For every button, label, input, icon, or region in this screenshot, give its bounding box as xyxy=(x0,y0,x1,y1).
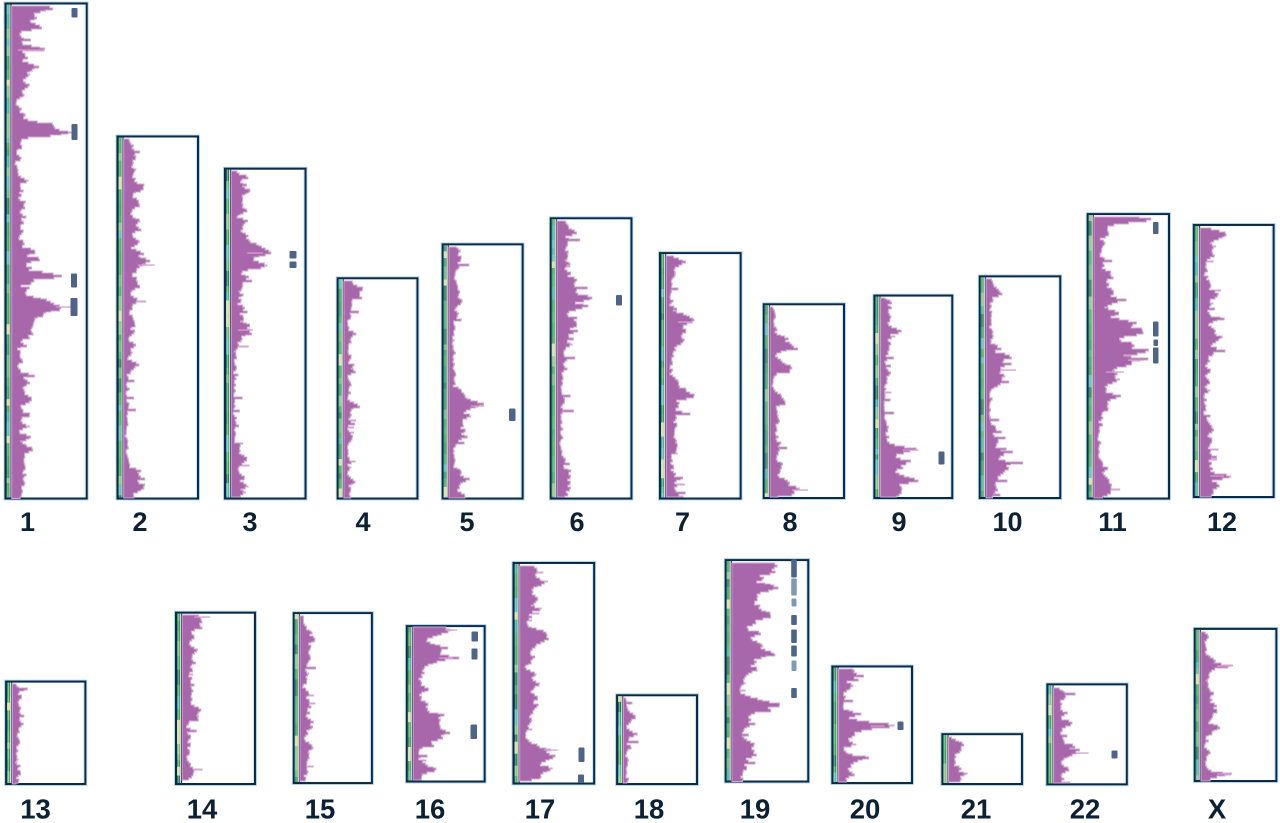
svg-text:6: 6 xyxy=(569,507,584,537)
svg-text:9: 9 xyxy=(891,507,906,537)
svg-text:14: 14 xyxy=(187,794,218,823)
svg-text:4: 4 xyxy=(355,507,370,537)
svg-text:3: 3 xyxy=(242,507,257,537)
svg-text:20: 20 xyxy=(850,794,881,823)
svg-text:15: 15 xyxy=(305,794,336,823)
svg-text:1: 1 xyxy=(20,507,35,537)
svg-text:12: 12 xyxy=(1207,507,1237,537)
svg-text:18: 18 xyxy=(634,794,665,823)
svg-text:X: X xyxy=(1208,794,1227,823)
svg-text:5: 5 xyxy=(459,507,474,537)
svg-text:21: 21 xyxy=(961,794,992,823)
svg-text:11: 11 xyxy=(1098,507,1127,537)
svg-text:17: 17 xyxy=(525,794,556,823)
svg-text:19: 19 xyxy=(740,794,771,823)
svg-text:16: 16 xyxy=(415,794,446,823)
svg-text:8: 8 xyxy=(782,507,797,537)
svg-text:13: 13 xyxy=(20,794,51,823)
svg-text:22: 22 xyxy=(1070,794,1101,823)
svg-text:10: 10 xyxy=(992,507,1022,537)
svg-text:2: 2 xyxy=(132,507,147,537)
svg-text:7: 7 xyxy=(675,507,690,537)
